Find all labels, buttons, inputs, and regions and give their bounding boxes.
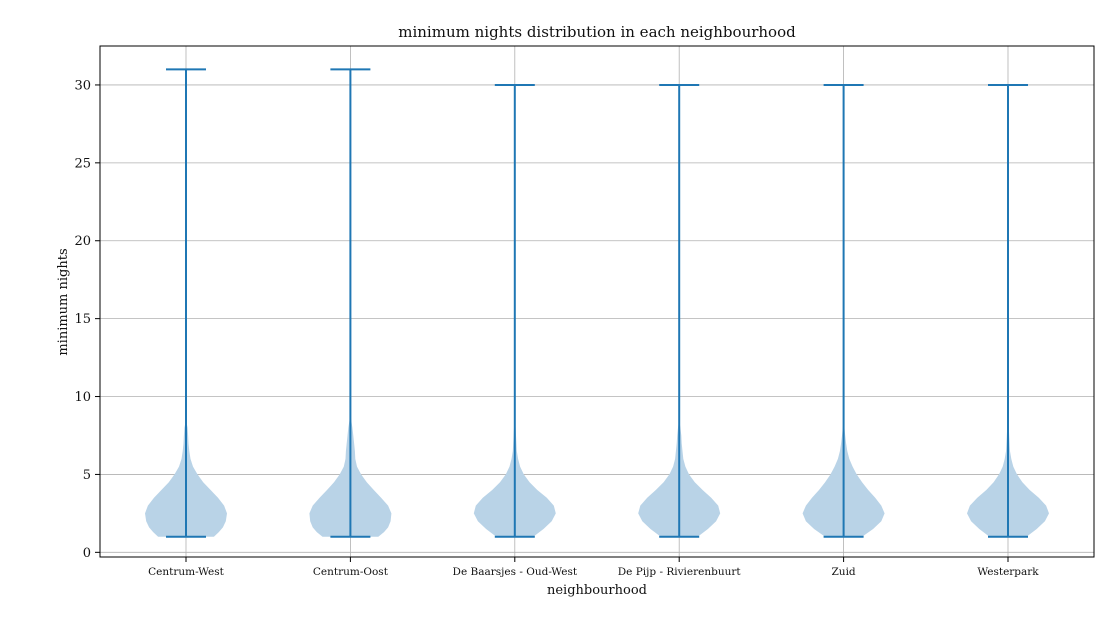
y-tick-label: 0 bbox=[83, 546, 91, 561]
x-tick-label: De Pijp - Rivierenbuurt bbox=[618, 566, 742, 578]
grid-layer bbox=[100, 46, 1094, 557]
x-axis: Centrum-West Centrum-Oost De Baarsjes - Ou… bbox=[148, 557, 1039, 578]
x-tick-label: Westerpark bbox=[977, 566, 1039, 578]
y-tick-label: 20 bbox=[74, 234, 91, 249]
line-layer bbox=[166, 68, 1028, 538]
y-tick-label: 30 bbox=[74, 78, 91, 93]
x-tick-label: Centrum-West bbox=[148, 566, 224, 578]
y-tick-label: 5 bbox=[83, 468, 91, 483]
y-axis: 0 5 10 15 20 25 30 bbox=[74, 78, 100, 561]
x-tick-label: Centrum-Oost bbox=[313, 566, 389, 578]
chart-title: minimum nights distribution in each neig… bbox=[398, 23, 796, 41]
y-tick-label: 25 bbox=[74, 156, 91, 171]
x-tick-label: Zuid bbox=[832, 566, 856, 578]
y-tick-label: 10 bbox=[74, 390, 91, 405]
x-axis-title: neighbourhood bbox=[547, 583, 647, 598]
x-tick-label: De Baarsjes - Oud-West bbox=[453, 566, 578, 578]
y-tick-label: 15 bbox=[74, 312, 91, 327]
y-axis-title: minimum nights bbox=[56, 248, 71, 355]
plot-frame bbox=[99, 45, 1095, 558]
